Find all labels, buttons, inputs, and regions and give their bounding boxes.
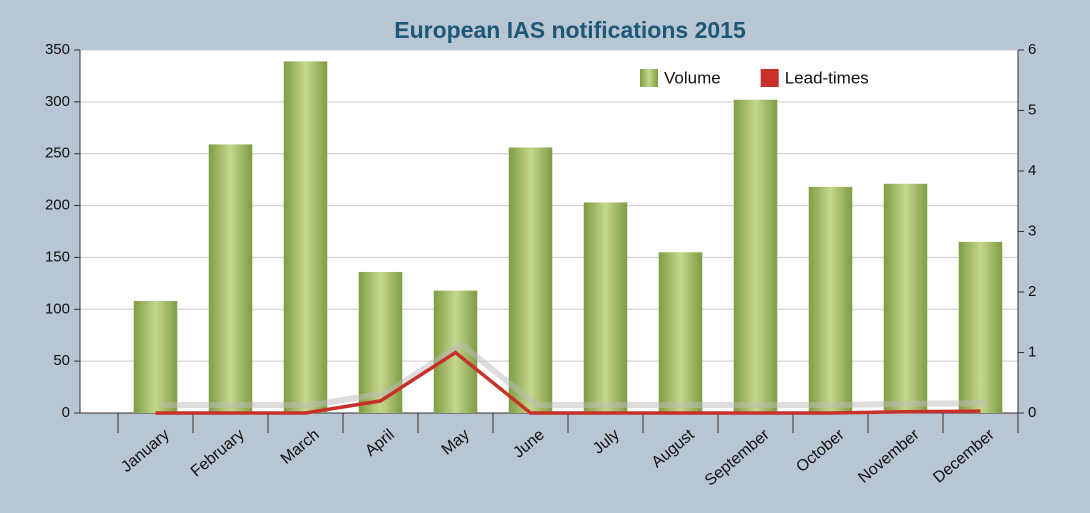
y-tick-label: 0: [62, 404, 70, 421]
bar: [808, 186, 853, 413]
y2-tick-label: 0: [1028, 404, 1036, 421]
y-tick-label: 200: [45, 197, 70, 214]
y2-tick-label: 6: [1028, 41, 1036, 58]
bar: [658, 252, 703, 413]
bar: [508, 147, 553, 413]
y-tick-label: 300: [45, 93, 70, 110]
y2-tick-label: 2: [1028, 283, 1036, 300]
bar: [958, 241, 1003, 413]
y-tick-label: 350: [45, 41, 70, 58]
y2-tick-label: 1: [1028, 343, 1036, 360]
bar: [208, 144, 253, 413]
y2-tick-label: 4: [1028, 162, 1036, 179]
line: [155, 350, 981, 415]
y2-tick-label: 3: [1028, 222, 1036, 239]
bar: [283, 61, 328, 414]
legend-swatch: [640, 69, 658, 87]
y2-tick-label: 5: [1028, 101, 1036, 118]
bar: [133, 300, 178, 413]
bar: [583, 202, 628, 413]
y-tick-label: 150: [45, 248, 70, 265]
y-tick-label: 250: [45, 145, 70, 162]
legend-swatch: [760, 69, 779, 87]
chart-title: European IAS notifications 2015: [394, 17, 746, 43]
y-tick-label: 50: [53, 352, 70, 369]
legend-label: Lead-times: [785, 68, 869, 87]
y-tick-label: 100: [45, 300, 70, 317]
bar: [883, 183, 928, 413]
bar: [733, 99, 778, 413]
legend-label: Volume: [664, 68, 721, 87]
line-shadow: [161, 340, 987, 408]
